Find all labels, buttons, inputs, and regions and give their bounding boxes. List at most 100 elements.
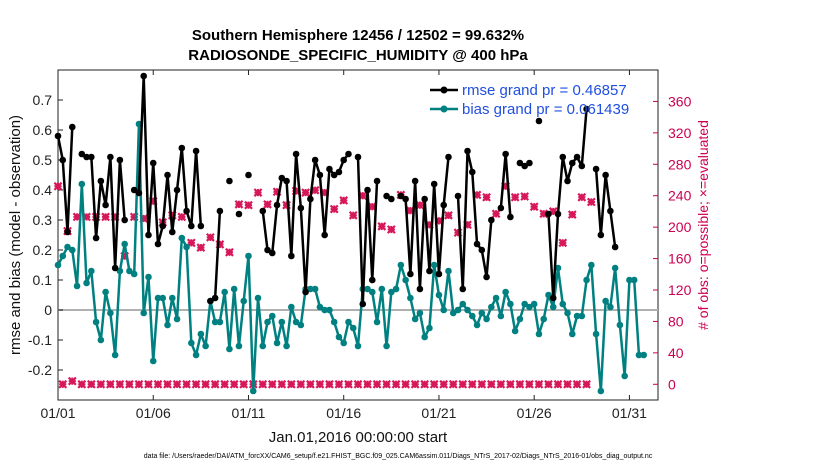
- rmse-point: [402, 195, 409, 203]
- y-right-tick-label: 0: [668, 376, 676, 392]
- obs-count-point: [448, 379, 458, 389]
- rmse-point: [235, 210, 243, 218]
- obs-count-point: [467, 379, 477, 389]
- rmse-point: [83, 153, 90, 161]
- x-tick-label: 01/31: [612, 405, 647, 421]
- bias-point: [588, 261, 595, 269]
- obs-count-point: [482, 192, 491, 202]
- y-left-tick-label: -0.1: [28, 332, 52, 348]
- rmse-point: [611, 243, 619, 251]
- bias-point: [168, 294, 176, 302]
- bias-point: [392, 285, 400, 293]
- rmse-point: [521, 162, 528, 170]
- obs-count-point: [58, 379, 68, 389]
- rmse-point: [321, 231, 328, 239]
- bias-point: [283, 342, 290, 350]
- obs-count-point: [391, 379, 401, 389]
- bias-point: [635, 351, 643, 359]
- x-axis-label: Jan.01,2016 00:00:00 start: [269, 429, 448, 446]
- rmse-point: [483, 273, 490, 281]
- bias-point: [630, 276, 638, 284]
- rmse-point: [102, 201, 109, 209]
- bias-point: [230, 285, 238, 293]
- legend-bias-label: bias grand pr = 0.061439: [462, 101, 629, 118]
- rmse-point: [54, 132, 62, 140]
- obs-count-point: [329, 204, 339, 214]
- obs-count-point: [206, 232, 215, 242]
- bias-point: [445, 267, 452, 275]
- bias-point: [97, 336, 105, 344]
- obs-count-point: [567, 210, 577, 219]
- bias-point: [549, 303, 557, 311]
- obs-count-point: [244, 200, 253, 210]
- bias-point: [388, 288, 395, 296]
- obs-count-point: [125, 379, 134, 389]
- bias-point: [521, 300, 528, 308]
- rmse-point: [111, 264, 119, 272]
- bias-point: [288, 303, 295, 311]
- rmse-point: [592, 165, 600, 173]
- obs-count-point: [544, 379, 553, 389]
- bias-point: [273, 339, 281, 347]
- obs-count-point: [444, 210, 453, 220]
- obs-count-point: [577, 192, 587, 202]
- y-right-tick-label: 40: [668, 345, 684, 361]
- bias-point: [307, 285, 314, 293]
- bias-point: [245, 252, 252, 260]
- bias-point: [188, 339, 195, 347]
- bias-point: [430, 261, 438, 269]
- obs-count-point: [515, 379, 525, 389]
- bias-point: [349, 324, 357, 332]
- x-tick-label: 01/11: [231, 405, 265, 421]
- rmse-point: [316, 171, 324, 179]
- bias-point: [564, 309, 571, 317]
- rmse-point: [421, 195, 428, 203]
- obs-count-point: [401, 379, 410, 389]
- rmse-point: [168, 228, 176, 236]
- bias-point: [278, 318, 286, 326]
- x-tick-label: 01/26: [517, 405, 552, 421]
- obs-count-point: [306, 379, 315, 389]
- bias-point: [573, 312, 581, 320]
- bias-point: [502, 288, 509, 296]
- y-right-tick-label: 120: [668, 282, 692, 298]
- bias-point: [330, 318, 338, 326]
- rmse-point: [364, 186, 371, 194]
- rmse-point: [288, 252, 295, 260]
- rmse-point: [373, 177, 381, 185]
- rmse-point: [135, 189, 143, 197]
- rmse-point: [473, 240, 481, 248]
- bias-point: [154, 294, 162, 302]
- rmse-point: [464, 147, 471, 155]
- rmse-point: [411, 177, 419, 185]
- y-axis-label-left: rmse and bias (model - observation): [7, 115, 24, 355]
- rmse-point: [516, 159, 524, 167]
- rmse-point: [283, 177, 290, 185]
- rmse-point: [430, 180, 438, 188]
- x-tick-label: 01/16: [326, 405, 361, 421]
- rmse-point: [326, 165, 333, 173]
- bias-point: [326, 306, 333, 314]
- bias-point: [507, 300, 514, 308]
- rmse-point: [526, 159, 533, 167]
- bias-point: [316, 303, 324, 311]
- bias-point: [183, 243, 190, 251]
- rmse-point: [297, 204, 305, 212]
- rmse-point: [88, 153, 95, 161]
- bias-point: [602, 297, 609, 305]
- bias-point: [254, 294, 262, 302]
- rmse-point: [454, 192, 462, 200]
- obs-count-point: [277, 379, 287, 389]
- rmse-point: [259, 207, 267, 215]
- obs-count-point: [520, 192, 530, 201]
- rmse-point: [426, 267, 433, 275]
- rmse-point: [445, 153, 452, 161]
- bias-point: [335, 333, 343, 341]
- rmse-point: [78, 150, 86, 158]
- rmse-point: [159, 222, 167, 230]
- bias-point: [102, 288, 109, 296]
- y-left-tick-label: 0: [44, 302, 52, 318]
- obs-count-point: [458, 379, 468, 389]
- bias-point: [121, 240, 128, 248]
